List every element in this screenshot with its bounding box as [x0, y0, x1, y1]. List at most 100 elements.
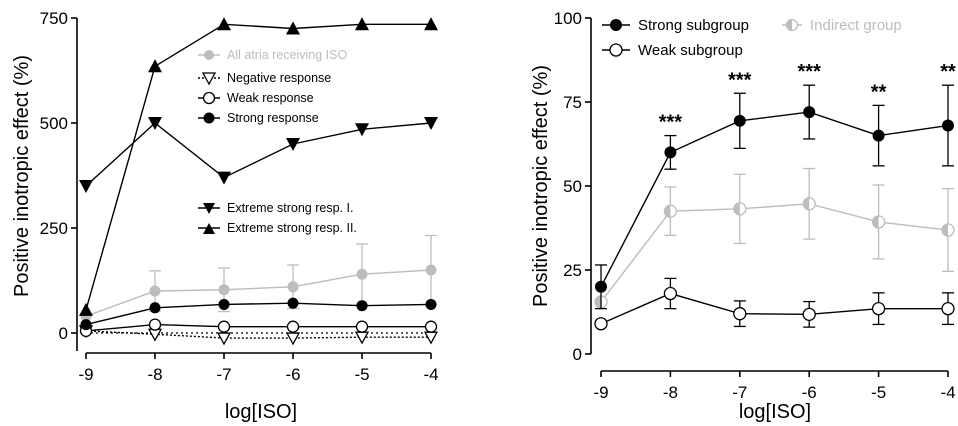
triangle-up-marker — [148, 59, 162, 73]
series-line — [600, 292, 948, 325]
y-tick-label: 100 — [554, 9, 582, 28]
series-3 — [80, 297, 437, 331]
right-legend-item-indirect: Indirect group — [782, 17, 902, 34]
y-tick-label: 0 — [59, 324, 68, 343]
open-circle-marker — [148, 318, 162, 331]
y-tick-label: 750 — [40, 9, 68, 28]
right-x-axis-title: log[ISO] — [739, 401, 811, 423]
triangle-up-marker — [424, 17, 438, 31]
circle-marker — [664, 146, 677, 159]
right-y-axis-title: Positive inotropic effect (%) — [530, 65, 552, 307]
open-circle-marker — [286, 320, 300, 333]
significance-stars: *** — [659, 112, 683, 134]
triangle-down-filled-marker — [203, 203, 215, 214]
open-circle-marker — [802, 307, 816, 322]
triangle-down-marker — [424, 117, 438, 130]
triangle-down-marker — [79, 180, 93, 193]
x-tick-label: -6 — [802, 383, 817, 402]
significance-stars: ** — [871, 81, 887, 103]
series-2 — [79, 318, 438, 338]
series-line — [85, 302, 432, 326]
x-tick-label: -8 — [663, 383, 678, 402]
open-circle-marker — [424, 320, 438, 333]
right-legend-label: Strong subgroup — [638, 17, 749, 34]
open-circle-marker — [594, 317, 608, 331]
left-x-axis-title: log[ISO] — [225, 401, 297, 423]
left-legend-label: Extreme strong resp. II. — [227, 221, 357, 235]
triangle-up-marker — [217, 17, 231, 31]
circle-marker — [356, 268, 368, 280]
open-circle-marker — [941, 301, 955, 316]
right-legend: Strong subgroup Weak subgroup Indirect g… — [602, 17, 902, 59]
significance-stars: ** — [940, 61, 956, 83]
series-line — [85, 323, 431, 332]
left-legend-label: Weak response — [227, 91, 314, 105]
open-circle-marker — [609, 43, 623, 57]
circle-marker — [80, 319, 92, 331]
left-legend-a: All atria receiving ISO Negative respons… — [198, 48, 347, 125]
open-circle-marker — [663, 286, 678, 301]
filled-circle-marker — [203, 112, 215, 124]
triangle-down-marker — [216, 332, 232, 346]
y-tick-label: 25 — [563, 261, 582, 280]
triangle-down-marker — [286, 138, 300, 151]
triangle-down-marker — [217, 171, 231, 185]
y-tick-label: 500 — [40, 114, 68, 133]
x-tick-label: -8 — [147, 365, 162, 384]
open-circle-marker — [355, 320, 369, 333]
open-circle-marker — [217, 320, 231, 333]
x-tick-label: -9 — [593, 383, 608, 402]
open-circle-marker — [871, 301, 886, 316]
left-legend-item-weak: Weak response — [198, 91, 314, 105]
open-circle-marker — [733, 307, 747, 321]
circle-marker — [218, 284, 230, 296]
series-0 — [594, 167, 955, 309]
circle-marker — [425, 298, 437, 310]
circle-marker — [733, 114, 746, 127]
triangle-down-marker — [285, 332, 301, 346]
significance-stars: *** — [728, 69, 752, 91]
right-axes: 0 25 50 75 100 -9 -8 -7 -6 -5 -4 — [554, 9, 956, 402]
triangle-up-marker — [286, 21, 300, 35]
left-legend-label: Strong response — [227, 111, 319, 125]
x-tick-label: -4 — [940, 383, 955, 402]
right-legend-label: Weak subgroup — [638, 42, 743, 59]
circle-marker — [803, 106, 816, 119]
circle-marker — [942, 119, 954, 132]
y-tick-label: 250 — [40, 219, 68, 238]
series-line — [600, 111, 949, 288]
triangle-down-open-marker — [201, 72, 217, 86]
circle-marker — [287, 297, 299, 309]
open-circle-marker — [202, 91, 216, 105]
triangle-down-marker — [355, 123, 369, 137]
x-tick-label: -6 — [285, 365, 300, 384]
circle-marker — [149, 285, 161, 297]
filled-circle-marker — [610, 19, 622, 31]
x-tick-label: -5 — [354, 365, 369, 384]
significance-stars: *** — [798, 61, 822, 83]
circle-marker — [425, 264, 437, 276]
right-legend-item-weak: Weak subgroup — [602, 42, 743, 59]
x-tick-label: -9 — [78, 365, 93, 384]
circle-marker — [287, 281, 299, 293]
left-axes: 0 250 500 750 -9 -8 -7 -6 -5 -4 — [40, 9, 439, 384]
y-tick-label: 75 — [563, 93, 582, 112]
triangle-up-marker — [355, 17, 369, 31]
y-tick-label: 50 — [563, 177, 582, 196]
series-5 — [79, 17, 438, 316]
triangle-up-marker — [79, 302, 93, 316]
circle-marker — [872, 129, 885, 142]
series-1 — [78, 325, 439, 346]
left-legend-b: Extreme strong resp. I. Extreme strong r… — [198, 201, 357, 235]
circle-marker — [218, 298, 230, 310]
y-tick-label: 0 — [573, 345, 582, 364]
series-line — [600, 203, 949, 303]
x-tick-label: -7 — [216, 365, 231, 384]
series-0 — [80, 234, 437, 322]
circle-marker — [149, 302, 161, 314]
left-y-axis-title: Positive inotropic effect (%) — [11, 55, 33, 297]
series-line — [85, 330, 431, 339]
series-line — [85, 269, 432, 317]
